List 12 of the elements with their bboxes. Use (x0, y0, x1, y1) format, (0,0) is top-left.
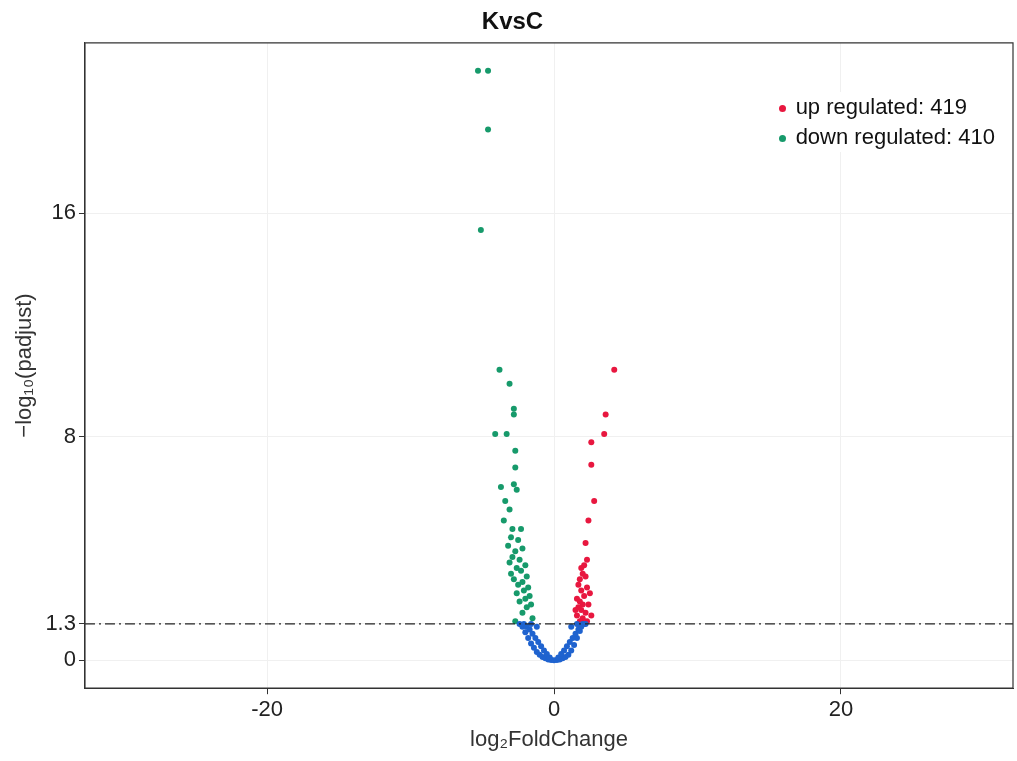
y-tick-label: 8 (63, 422, 76, 448)
y-tick-label: 1.3 (45, 610, 76, 635)
legend-label: up regulated: 419 (795, 94, 967, 119)
y-axis-title: −log₁₀(padjust) (11, 293, 37, 438)
x-axis-title: log₂FoldChange (470, 725, 628, 751)
y-tick-label: 0 (63, 646, 76, 672)
x-tick-label: -20 (251, 696, 284, 722)
x-tick-label: 20 (828, 696, 854, 722)
chart-title: KvsC (481, 7, 544, 35)
x-tick-label: 0 (547, 696, 561, 722)
y-tick-label: 16 (51, 199, 76, 225)
legend-label: down regulated: 410 (795, 124, 995, 149)
